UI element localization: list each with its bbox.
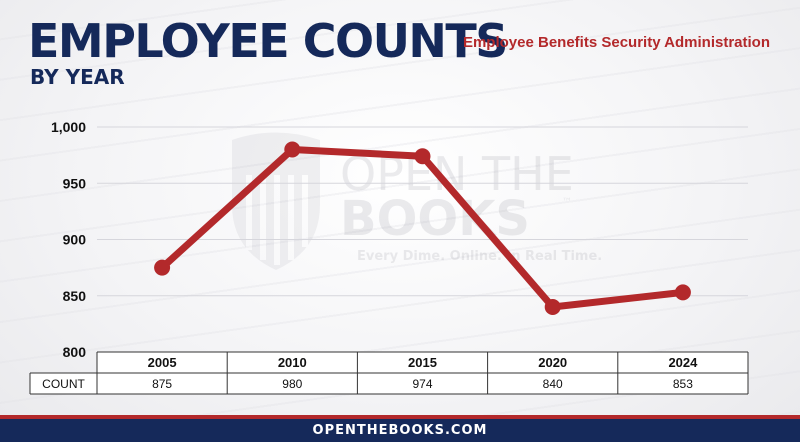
y-tick-label: 1,000 <box>51 119 86 135</box>
data-point <box>544 299 561 315</box>
data-point <box>284 141 301 158</box>
page-subtitle: BY YEAR <box>30 65 125 89</box>
data-point <box>154 259 171 276</box>
table-label-cell <box>30 373 97 394</box>
y-axis-ticks: 1,000 950 900 850 800 <box>51 119 86 360</box>
table-row-label: COUNT <box>42 377 85 391</box>
table-value: 853 <box>673 377 693 391</box>
x-category-label: 2024 <box>668 355 698 370</box>
footer-bar: OPENTHEBOOKS.COM <box>0 415 800 442</box>
x-category-label: 2015 <box>408 355 437 370</box>
data-point <box>414 148 431 165</box>
footer-url[interactable]: OPENTHEBOOKS.COM <box>312 423 488 438</box>
y-tick-label: 800 <box>63 344 87 360</box>
data-table: 2005 2010 2015 2020 2024 COUNT 875 980 974 840 853 <box>29 351 749 395</box>
watermark-tagline: Every Dime. Online. In Real Time. <box>357 249 602 264</box>
y-tick-label: 850 <box>63 288 87 304</box>
table-value: 980 <box>282 377 302 391</box>
watermark-trademark: ™ <box>562 197 572 208</box>
x-category-label: 2020 <box>538 355 567 370</box>
watermark-shield-icon <box>232 132 320 270</box>
agency-name: Employee Benefits Security Administratio… <box>462 34 770 51</box>
table-value: 974 <box>412 377 432 391</box>
y-tick-label: 950 <box>63 175 87 191</box>
watermark-line2: BOOKS <box>340 191 530 247</box>
series-count <box>154 141 691 315</box>
table-value: 840 <box>543 377 563 391</box>
page-title: EMPLOYEE COUNTS <box>28 14 508 68</box>
x-category-label: 2010 <box>278 355 307 370</box>
y-tick-label: 900 <box>63 232 87 248</box>
x-category-label: 2005 <box>148 355 177 370</box>
table-value: 875 <box>152 377 172 391</box>
data-point <box>674 284 691 301</box>
